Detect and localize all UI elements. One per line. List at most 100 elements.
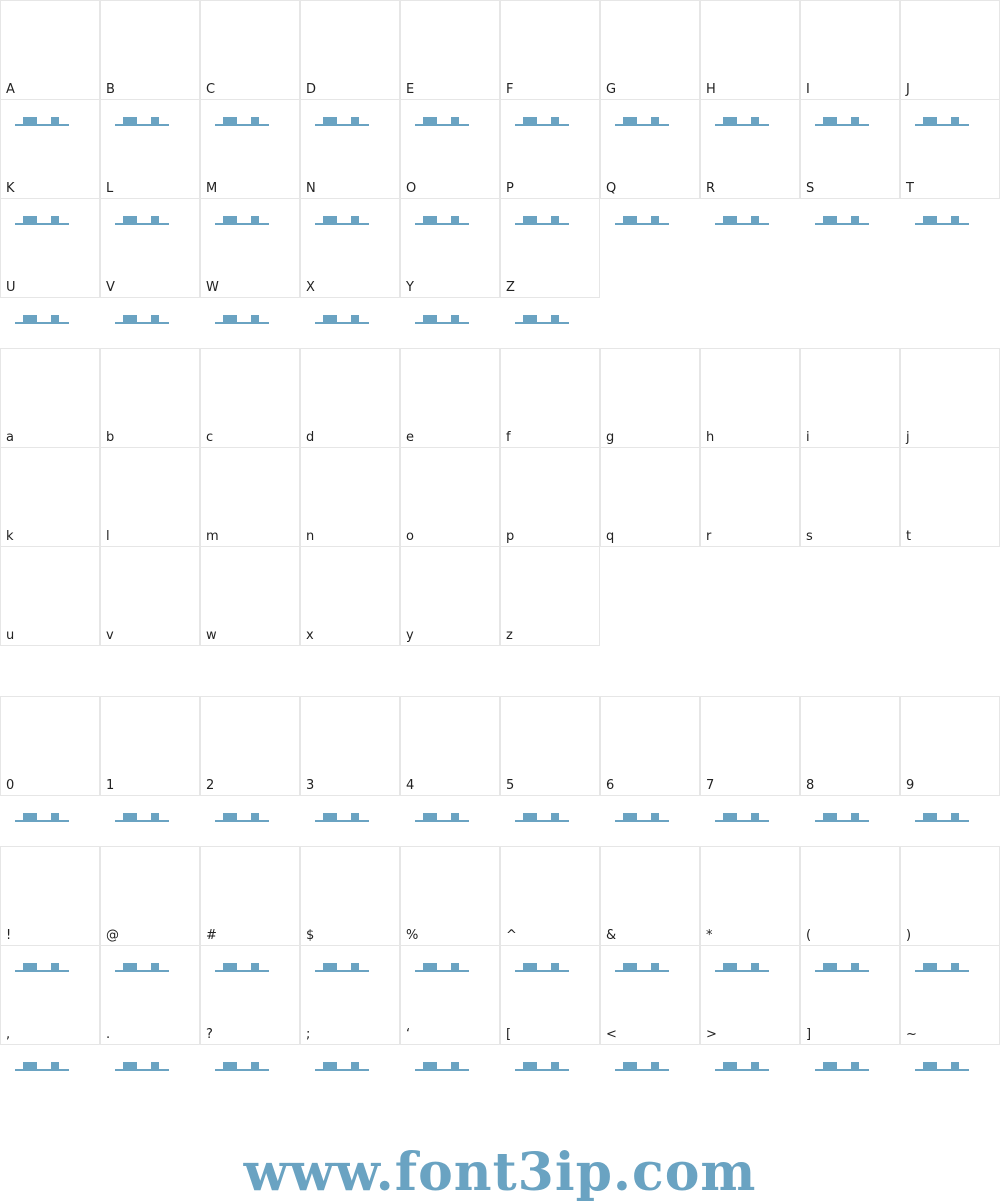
char-label: h — [706, 430, 715, 445]
char-label: n — [306, 529, 315, 544]
char-label: H — [706, 82, 716, 97]
char-label: p — [506, 529, 515, 544]
char-cell: o — [400, 447, 500, 547]
char-cell: 5 — [500, 696, 600, 822]
char-cell: d — [300, 348, 400, 448]
char-cell: ‘ — [400, 945, 500, 1071]
char-cell: < — [600, 945, 700, 1071]
char-cell: ] — [800, 945, 900, 1071]
char-cell: r — [700, 447, 800, 547]
char-cell: N — [300, 99, 400, 225]
char-cell: j — [900, 348, 1000, 448]
char-cell: ; — [300, 945, 400, 1071]
glyph-preview — [715, 813, 769, 822]
glyph-preview — [15, 117, 69, 126]
char-cell: b — [100, 348, 200, 448]
char-cell: l — [100, 447, 200, 547]
char-label: C — [206, 82, 216, 97]
glyph-preview — [315, 1062, 369, 1071]
char-cell: . — [100, 945, 200, 1071]
char-label: v — [106, 628, 114, 643]
char-label: A — [6, 82, 15, 97]
char-label: $ — [306, 928, 315, 943]
char-label: W — [206, 280, 219, 295]
char-label: 8 — [806, 778, 815, 793]
glyph-preview — [215, 216, 269, 225]
char-cell: Q — [600, 99, 700, 225]
char-cell: n — [300, 447, 400, 547]
char-label: 2 — [206, 778, 215, 793]
glyph-preview — [415, 315, 469, 324]
char-label: ‘ — [406, 1027, 411, 1042]
glyph-preview — [915, 117, 969, 126]
glyph-preview — [15, 1062, 69, 1071]
glyph-preview — [615, 963, 669, 972]
char-cell: J — [900, 0, 1000, 126]
char-label: ; — [306, 1027, 311, 1042]
char-label: ~ — [906, 1027, 917, 1042]
char-cell: F — [500, 0, 600, 126]
glyph-preview — [115, 1062, 169, 1071]
glyph-preview — [315, 315, 369, 324]
char-label: I — [806, 82, 810, 97]
footer-url: www.font3ip.com — [243, 1142, 757, 1203]
char-cell: ) — [900, 846, 1000, 972]
char-cell: W — [200, 198, 300, 324]
char-cell: H — [700, 0, 800, 126]
glyph-preview — [215, 963, 269, 972]
char-label: l — [106, 529, 110, 544]
char-label: # — [206, 928, 217, 943]
glyph-preview — [115, 315, 169, 324]
char-cell: m — [200, 447, 300, 547]
glyph-preview — [115, 813, 169, 822]
char-cell: ( — [800, 846, 900, 972]
glyph-preview — [15, 963, 69, 972]
char-cell: , — [0, 945, 100, 1071]
char-cell: x — [300, 546, 400, 646]
char-label: b — [106, 430, 115, 445]
glyph-preview — [815, 813, 869, 822]
char-cell: u — [0, 546, 100, 646]
char-label: 4 — [406, 778, 415, 793]
char-label: S — [806, 181, 815, 196]
char-label: ) — [906, 928, 912, 943]
char-cell: * — [700, 846, 800, 972]
char-label: 9 — [906, 778, 915, 793]
char-label: M — [206, 181, 218, 196]
char-cell: y — [400, 546, 500, 646]
char-cell: g — [600, 348, 700, 448]
char-cell: t — [900, 447, 1000, 547]
char-cell: & — [600, 846, 700, 972]
glyph-preview — [15, 813, 69, 822]
char-label: ^ — [506, 928, 517, 943]
char-label: 7 — [706, 778, 715, 793]
char-cell: i — [800, 348, 900, 448]
char-label: u — [6, 628, 15, 643]
char-cell: U — [0, 198, 100, 324]
char-label: a — [6, 430, 14, 445]
char-label: c — [206, 430, 214, 445]
char-cell: 0 — [0, 696, 100, 822]
glyph-preview — [615, 813, 669, 822]
char-cell: $ — [300, 846, 400, 972]
char-label: Z — [506, 280, 515, 295]
char-label: z — [506, 628, 513, 643]
char-label: d — [306, 430, 315, 445]
char-cell: w — [200, 546, 300, 646]
char-label: D — [306, 82, 317, 97]
glyph-preview — [515, 1062, 569, 1071]
char-label: o — [406, 529, 414, 544]
char-label: , — [6, 1027, 11, 1042]
char-label: Q — [606, 181, 617, 196]
glyph-preview — [215, 1062, 269, 1071]
glyph-preview — [215, 315, 269, 324]
char-label: j — [906, 430, 910, 445]
glyph-preview — [615, 117, 669, 126]
char-cell: 4 — [400, 696, 500, 822]
char-cell: % — [400, 846, 500, 972]
glyph-preview — [415, 963, 469, 972]
char-label: Y — [406, 280, 414, 295]
char-cell: O — [400, 99, 500, 225]
char-label: & — [606, 928, 617, 943]
glyph-preview — [515, 216, 569, 225]
